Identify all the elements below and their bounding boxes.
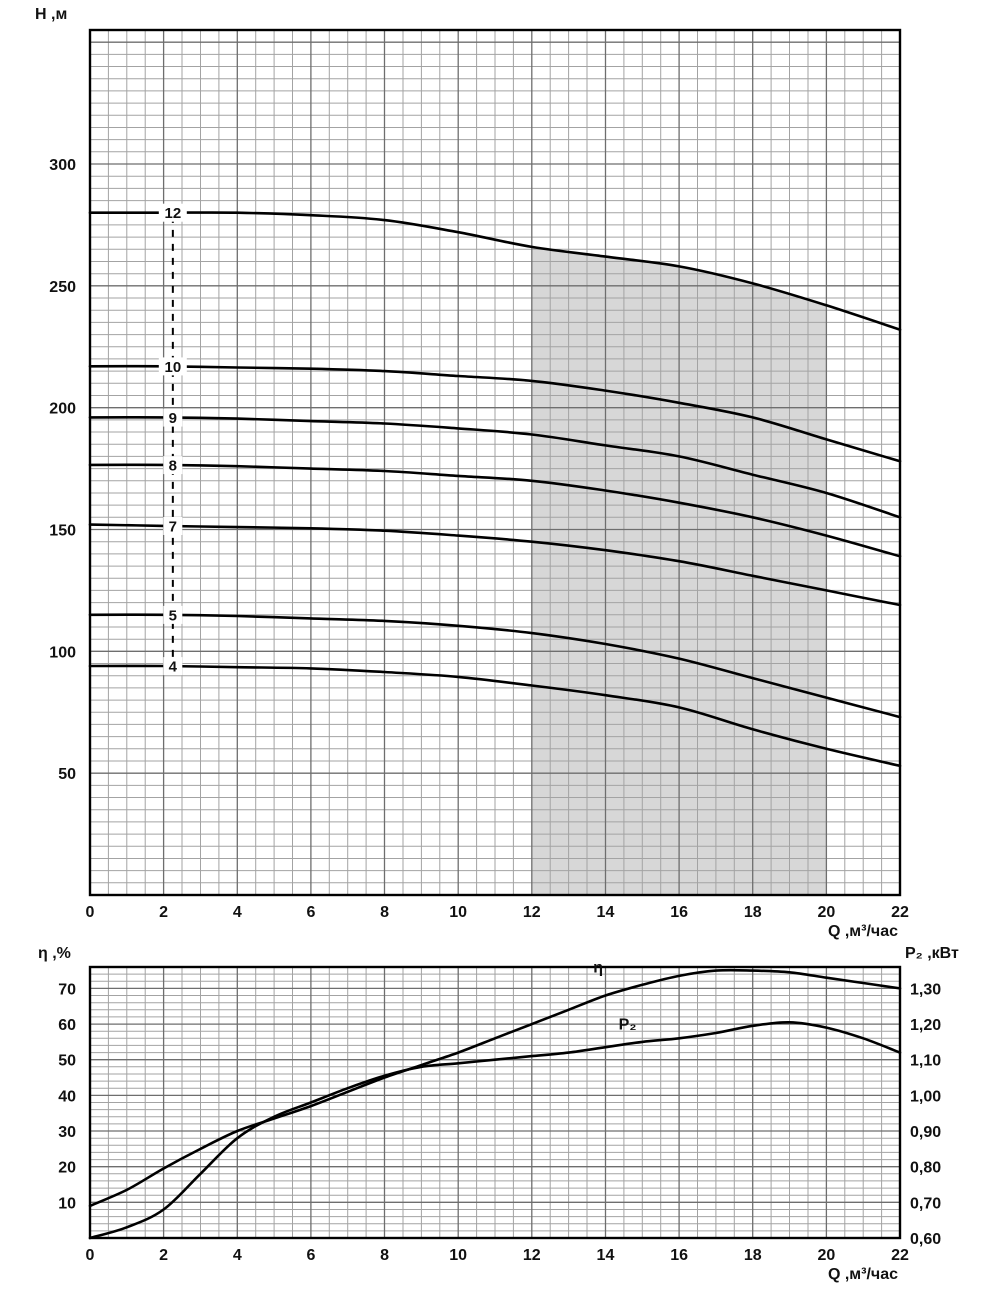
x-tick-label: 6	[306, 904, 315, 921]
curve-9	[88, 416, 902, 519]
curve-label-5: 5	[169, 607, 177, 624]
curve-label-bg	[158, 203, 187, 222]
y-tick-label-left: 30	[58, 1124, 76, 1141]
curve-eta	[88, 968, 902, 1208]
curve-label-7: 7	[169, 519, 177, 536]
curve-label-4: 4	[169, 659, 178, 676]
x-tick-label: 12	[523, 1247, 541, 1264]
x-tick-label: 16	[670, 1247, 688, 1264]
y-tick-label-left: 20	[58, 1160, 76, 1177]
y-tick-label-left: 40	[58, 1088, 76, 1105]
curve-label-bg	[158, 357, 187, 376]
y-axis-title-left: η ,%	[38, 945, 71, 962]
x-tick-label: 2	[159, 1247, 168, 1264]
y-tick-label-right: 1,00	[910, 1088, 941, 1105]
curve-12	[88, 211, 902, 331]
y-tick-label-left: 200	[49, 401, 76, 418]
x-tick-label: 8	[380, 1247, 389, 1264]
y-tick-label-left: 100	[49, 644, 76, 661]
head-flow-chart: 12 10 9 8 7 5 4 0 2 4 6 8 10 12 14 16 18 20 22 50 100 150 200 2…	[35, 6, 909, 940]
grid-minor	[90, 30, 900, 895]
x-tick-label: 4	[233, 904, 242, 921]
y-tick-label-left: 10	[58, 1195, 76, 1212]
curve-4	[88, 664, 902, 768]
curve-label-10: 10	[164, 359, 181, 376]
y-tick-label-left: 50	[58, 1053, 76, 1070]
y-tick-label-left: 70	[58, 981, 76, 998]
curve-label-eta: η	[593, 959, 603, 976]
curve-label-8: 8	[169, 458, 177, 475]
x-tick-label: 16	[670, 904, 688, 921]
x-tick-label: 20	[817, 904, 835, 921]
y-tick-label-left: 50	[58, 766, 76, 783]
curve-label-12: 12	[164, 205, 181, 222]
y-tick-label-left: 300	[49, 157, 76, 174]
x-tick-label: 12	[523, 904, 541, 921]
x-axis-title: Q ,м³/час	[828, 1266, 898, 1283]
y-tick-label-right: 1,20	[910, 1017, 941, 1034]
grid-major	[90, 30, 900, 895]
head-flow-curves-svg: 12 10 9 8 7 5 4 0 2 4 6 8 10 12 14 16 18 20 22 50 100 150 200 2…	[35, 6, 909, 940]
x-tick-label: 18	[744, 904, 762, 921]
curve-7	[88, 523, 902, 607]
curves	[88, 968, 902, 1240]
y-tick-label-right: 0,90	[910, 1124, 941, 1141]
curve-label-9: 9	[169, 410, 177, 427]
x-tick-label: 14	[597, 904, 615, 921]
y-tick-label-right: 0,60	[910, 1231, 941, 1248]
curve-10	[88, 364, 902, 463]
x-tick-label: 8	[380, 904, 389, 921]
x-tick-label: 22	[891, 904, 909, 921]
x-tick-label: 4	[233, 1247, 242, 1264]
curve-label-bg	[163, 408, 183, 427]
x-tick-label: 18	[744, 1247, 762, 1264]
x-axis-title: Q ,м³/час	[828, 923, 898, 940]
curve-label-bg	[163, 657, 183, 676]
x-tick-label: 0	[86, 1247, 95, 1264]
y-tick-label-right: 1,30	[910, 981, 941, 998]
x-tick-label: 22	[891, 1247, 909, 1264]
y-tick-label-left: 250	[49, 279, 76, 296]
y-axis-title-right: P₂ ,кВт	[905, 945, 959, 962]
curve-label-bg	[163, 605, 183, 624]
x-tick-label: 10	[449, 1247, 467, 1264]
curve-label-bg	[163, 456, 183, 475]
curves	[88, 211, 902, 768]
grid-minor	[90, 967, 900, 1238]
curve-5	[88, 613, 902, 719]
y-tick-label-left: 150	[49, 523, 76, 540]
plot-border	[88, 965, 902, 1240]
y-tick-label-right: 0,80	[910, 1160, 941, 1177]
y-tick-label-left: 60	[58, 1017, 76, 1034]
curve-8	[88, 463, 902, 558]
curve-label-bg	[163, 517, 183, 535]
x-tick-label: 0	[86, 904, 95, 921]
y-tick-label-right: 1,10	[910, 1053, 941, 1070]
x-tick-label: 2	[159, 904, 168, 921]
y-axis-title: H ,м	[35, 6, 67, 23]
x-tick-label: 20	[817, 1247, 835, 1264]
y-tick-label-right: 0,70	[910, 1195, 941, 1212]
x-tick-label: 14	[597, 1247, 615, 1264]
x-tick-label: 6	[306, 1247, 315, 1264]
efficiency-power-chart: η P₂ 0 2 4 6 8 10 12 14 16 18 20 22 10 20 30 40 50 60 70 0,60…	[0, 945, 1000, 1297]
efficiency-power-curves-svg: η P₂ 0 2 4 6 8 10 12 14 16 18 20 22 10 20 30 40 50 60 70 0,60…	[38, 945, 959, 1283]
curve-label-P2: P₂	[619, 1016, 637, 1033]
x-tick-label: 10	[449, 904, 467, 921]
curve-P2	[88, 1020, 902, 1240]
